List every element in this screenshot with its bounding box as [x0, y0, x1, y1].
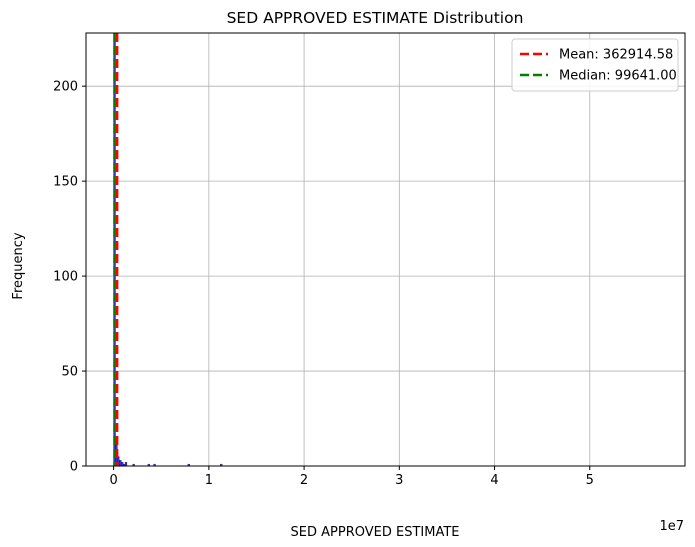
- y-tick-label: 100: [53, 270, 78, 285]
- x-tick-label: 1: [205, 473, 213, 488]
- x-axis-title: SED APPROVED ESTIMATE: [291, 525, 460, 540]
- reference-lines: [113, 33, 119, 466]
- legend-entry: Median: 99641.00: [559, 69, 677, 84]
- y-tick-label: 50: [61, 365, 78, 380]
- plot-frame: [85, 32, 686, 467]
- x-tick-label: 3: [395, 473, 403, 488]
- legend-entry: Mean: 362914.58: [559, 48, 673, 63]
- histogram-bar: [119, 460, 122, 467]
- x-tick-label: 2: [300, 473, 308, 488]
- legend-box: [511, 38, 679, 92]
- x-axis-ticks: 0 1 2 3 4 5: [109, 466, 594, 488]
- y-axis-ticks: 0 50 100 150 200: [53, 80, 86, 475]
- x-tick-label: 4: [490, 473, 498, 488]
- x-tick-label: 5: [586, 473, 594, 488]
- chart-title: SED APPROVED ESTIMATE Distribution: [227, 9, 524, 27]
- y-tick-label: 150: [53, 175, 78, 190]
- x-axis-scale-label: 1e7: [659, 519, 684, 534]
- y-axis-title: Frequency: [11, 232, 26, 299]
- y-tick-label: 200: [53, 80, 78, 95]
- histogram-bar: [124, 462, 128, 467]
- legend: Mean: 362914.58 Median: 99641.00: [511, 38, 679, 92]
- y-tick-label: 0: [70, 460, 78, 475]
- histogram-bar: [121, 462, 124, 467]
- x-tick-label: 0: [109, 473, 117, 488]
